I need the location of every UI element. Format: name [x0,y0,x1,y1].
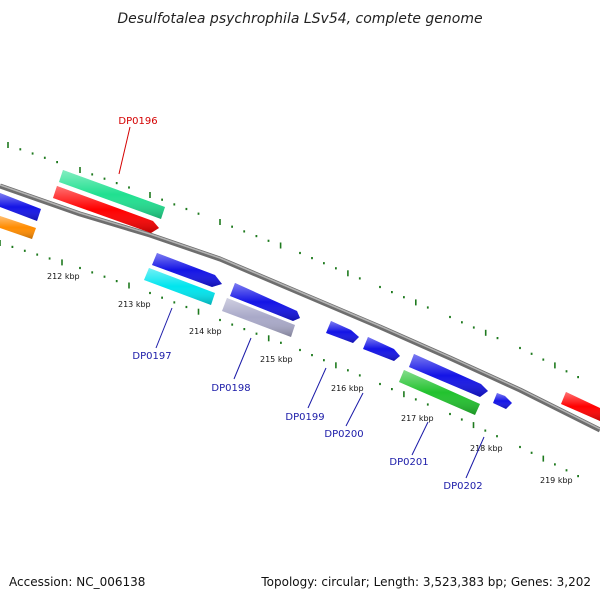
feature-shading [0,170,600,421]
gene-label-dp0199[interactable]: DP0199 [285,412,324,423]
inner-tick-row [0,240,579,478]
leader-dp0197 [155,307,173,349]
scale-label-214: 214 kbp [189,327,222,336]
gene-label-dp0201[interactable]: DP0201 [389,457,428,468]
scale-label-218: 218 kbp [470,444,503,453]
leader-dp0196 [118,126,131,175]
leader-dp0200 [345,392,364,427]
map-title: Desulfotalea psychrophila LSv54, complet… [117,11,482,27]
leader-dp0199 [307,367,327,409]
gene-label-dp0198[interactable]: DP0198 [211,383,250,394]
gene-label-dp0200[interactable]: DP0200 [324,429,363,440]
gene-label-dp0197[interactable]: DP0197 [132,351,171,362]
scale-label-212: 212 kbp [47,272,80,281]
genome-backbone [0,183,600,433]
leader-dp0198 [233,337,252,380]
accession-text: Accession: NC_006138 [9,575,145,589]
gene-label-dp0196[interactable]: DP0196 [118,116,157,127]
scale-label-216: 216 kbp [331,384,364,393]
leader-dp0201 [411,421,429,456]
gene-label-dp0202[interactable]: DP0202 [443,481,482,492]
gene-labels: DP0196 DP0197 DP0198 DP0199 DP0200 DP020… [118,116,482,492]
leader-dp0202 [465,436,485,479]
gene-label-leaders [118,126,485,479]
outer-tick-row [7,142,579,379]
genome-backbone-highlight [0,184,600,430]
scale-label-217: 217 kbp [401,414,434,423]
genome-summary-text: Topology: circular; Length: 3,523,383 bp… [260,575,591,589]
scale-label-213: 213 kbp [118,300,151,309]
scale-label-219: 219 kbp [540,476,573,485]
scale-label-215: 215 kbp [260,355,293,364]
scale-labels: 212 kbp 213 kbp 214 kbp 215 kbp 216 kbp … [47,272,573,485]
